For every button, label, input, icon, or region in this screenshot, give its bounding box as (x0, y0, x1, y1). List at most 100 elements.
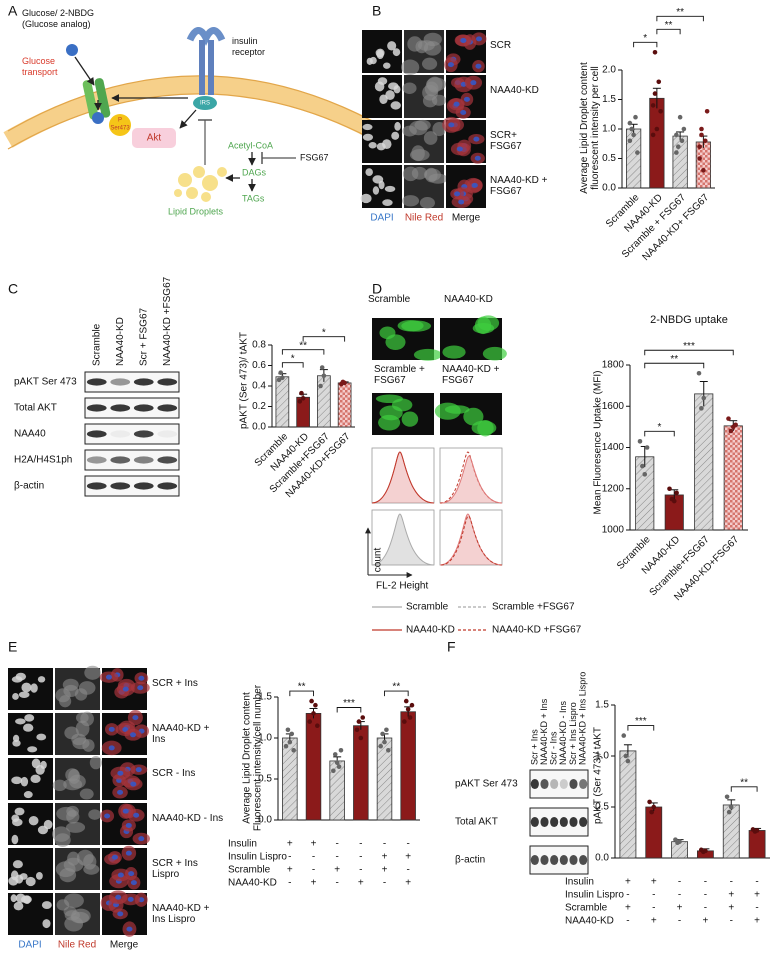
significance-label: *** (343, 698, 355, 709)
data-point (675, 144, 681, 149)
blot-band (530, 816, 539, 828)
blot-band (133, 482, 154, 490)
data-point (358, 735, 364, 741)
blot-band (157, 482, 178, 490)
data-point (635, 150, 640, 155)
lane-label: Scr + Ins Lispro (568, 702, 578, 765)
data-point (276, 377, 282, 383)
data-point (336, 764, 342, 769)
flow-x-label: FL-2 Height (376, 581, 428, 592)
y-tick-label: 1400 (602, 442, 625, 453)
nucleus (453, 101, 460, 107)
membrane-edge (7, 93, 373, 150)
data-point (733, 422, 738, 428)
data-point (625, 758, 631, 764)
y-tick-label: 0.6 (252, 360, 266, 371)
nucleus (384, 185, 396, 192)
data-point (384, 727, 389, 733)
transporter (94, 78, 111, 118)
nucleus (385, 90, 395, 101)
significance-label: ** (298, 682, 306, 693)
blot-band (110, 430, 131, 438)
blot-strip (84, 423, 180, 445)
row-label: pAKT Ser 473 (455, 779, 518, 790)
data-point (342, 380, 347, 386)
nucleus (117, 911, 124, 917)
condition-mark: + (334, 865, 340, 876)
bar (400, 711, 416, 821)
data-point (642, 472, 648, 477)
nucleus (122, 726, 129, 732)
panel-letter: F (447, 639, 456, 655)
blot-strip (84, 449, 180, 471)
cell-green (474, 316, 492, 335)
cell-stain (52, 826, 71, 842)
blot-band (559, 854, 568, 866)
row-label: NAA40-KD + FSG67 (490, 175, 548, 197)
blot-band (569, 778, 578, 790)
nucleus (108, 726, 115, 732)
data-point (726, 809, 732, 815)
lipid-droplet (174, 189, 182, 197)
data-point (699, 126, 704, 132)
data-point (321, 373, 327, 379)
cell-green (482, 346, 507, 361)
condition-mark: + (677, 903, 683, 914)
data-point (309, 698, 314, 704)
flow-histogram (441, 455, 503, 504)
condition-name: Insulin (228, 839, 257, 850)
row-label: H2A/H4S1ph (14, 455, 72, 466)
legend-label: NAA40-KD (406, 625, 455, 636)
nucleus (36, 733, 47, 741)
condition-mark: + (754, 916, 760, 927)
blot-band (540, 778, 549, 790)
image-label: Scramble (368, 294, 411, 305)
data-point (726, 416, 731, 421)
data-point (405, 707, 411, 712)
condition-mark: - (626, 916, 629, 927)
data-point (382, 739, 387, 745)
nucleus (12, 692, 19, 700)
nucleus (104, 813, 111, 819)
condition-mark: + (311, 839, 317, 850)
nucleus (15, 718, 26, 725)
significance-bracket (644, 362, 705, 369)
nucleus (24, 714, 35, 722)
column-label: Nile Red (58, 940, 96, 951)
nucleus (126, 926, 133, 932)
cell-stain (68, 769, 81, 784)
lane-label: Scr + Ins (529, 729, 539, 765)
nucleus (470, 80, 477, 86)
y-tick-label: 1.5 (602, 94, 616, 105)
y-axis-label: Mean Fluoresence Uptake (MFI) (592, 370, 604, 515)
data-point (696, 370, 702, 376)
nucleus (138, 675, 145, 681)
data-point (647, 799, 652, 805)
significance-label: *** (683, 341, 695, 352)
flow-box (439, 447, 503, 504)
blot-band (86, 482, 107, 490)
blot-band (540, 816, 549, 828)
nucleus (460, 109, 467, 115)
nucleus (11, 834, 19, 845)
data-point (627, 138, 633, 144)
column-label: Nile Red (405, 213, 443, 224)
data-point (354, 727, 360, 733)
condition-mark: + (754, 890, 760, 901)
row-label: NAA40-KD (490, 85, 539, 96)
irs (193, 96, 217, 110)
cell-stain (419, 197, 435, 209)
data-point (671, 498, 677, 504)
cell-stain (414, 119, 431, 131)
data-point (403, 698, 409, 704)
condition-mark: + (651, 877, 657, 888)
data-point (285, 727, 291, 733)
condition-mark: + (405, 878, 411, 889)
blot-band (110, 482, 131, 490)
nucleus (382, 139, 392, 150)
nucleus (30, 774, 41, 784)
blot-strip (84, 475, 180, 497)
data-point (699, 406, 704, 411)
blot-band (133, 430, 154, 438)
nucleus (12, 739, 21, 747)
